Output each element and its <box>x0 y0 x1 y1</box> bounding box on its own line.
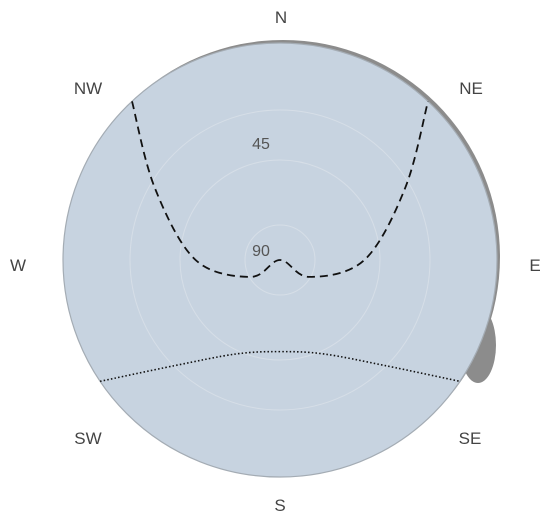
sun-path-series <box>99 101 461 383</box>
compass-label-se: SE <box>459 429 482 448</box>
dashed-sun-path-line-0 <box>131 101 429 278</box>
compass-label-w: W <box>10 256 26 275</box>
compass-label-n: N <box>275 8 287 27</box>
compass-label-sw: SW <box>74 429 101 448</box>
ring-label-45: 45 <box>252 136 270 153</box>
compass-label-s: S <box>274 496 285 515</box>
compass-label-e: E <box>529 256 540 275</box>
ring-label-90: 90 <box>252 243 270 260</box>
dotted-sun-path-line-1 <box>99 350 461 383</box>
compass-labels: N NE E SE S SW W NW <box>10 8 541 515</box>
grid-ring-inner <box>179 159 381 361</box>
ring-labels: 45 90 <box>252 136 270 260</box>
polar-grid <box>129 109 431 411</box>
compass-label-ne: NE <box>459 79 483 98</box>
compass-label-nw: NW <box>74 79 102 98</box>
grid-ring-small <box>244 224 316 296</box>
grid-ring-outer <box>129 109 431 411</box>
